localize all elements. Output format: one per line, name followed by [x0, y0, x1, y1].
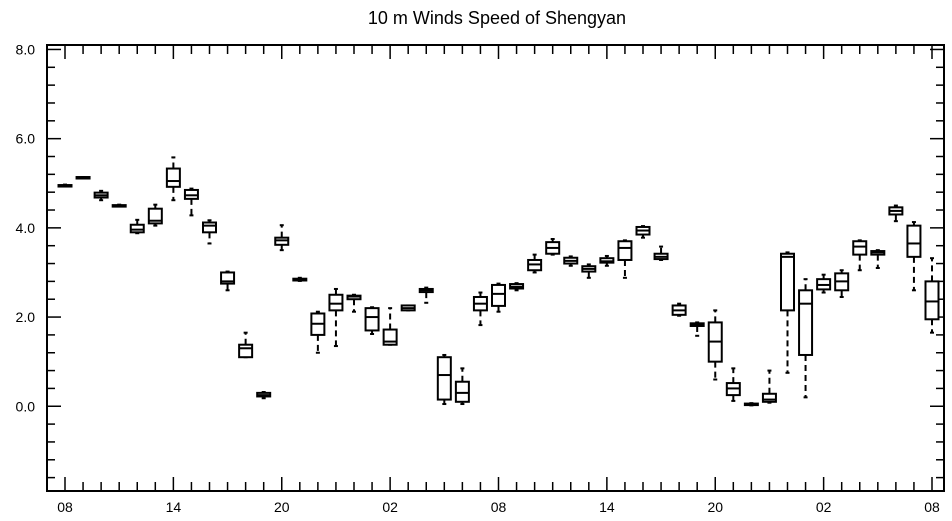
box-16: [346, 293, 362, 313]
iqr-box: [328, 293, 344, 312]
chart-title: 10 m Winds Speed of Shengyan: [368, 8, 626, 28]
x-tick-label: 08: [491, 499, 507, 515]
iqr-box: [924, 280, 940, 321]
box-3: [111, 203, 127, 208]
box-27: [545, 238, 561, 256]
iqr-box: [436, 356, 452, 401]
box-38: [743, 402, 759, 407]
box-25: [509, 282, 525, 292]
box-39: [761, 369, 777, 404]
box-5: [147, 203, 163, 227]
box-44: [852, 239, 868, 272]
box-7: [183, 187, 199, 217]
box-45: [870, 249, 886, 269]
iqr-box: [798, 289, 814, 356]
x-tick-label: 08: [57, 499, 73, 515]
x-tick-label: 14: [166, 499, 182, 515]
box-34: [671, 302, 687, 317]
iqr-box: [147, 207, 163, 225]
box-42: [816, 273, 832, 294]
iqr-box: [165, 167, 181, 188]
box-43: [834, 269, 850, 298]
box-35: [689, 321, 705, 337]
x-tick-label: 20: [274, 499, 290, 515]
iqr-box: [454, 380, 470, 403]
iqr-box: [780, 252, 795, 312]
y-tick-label: 6.0: [16, 131, 36, 147]
iqr-box: [491, 283, 506, 307]
box-47: [906, 221, 922, 292]
box-18: [382, 307, 398, 346]
y-tick-label: 0.0: [16, 398, 36, 414]
iqr-box: [852, 240, 868, 256]
box-37: [725, 367, 741, 402]
iqr-box: [220, 271, 236, 285]
x-tick-label: 14: [599, 499, 615, 515]
box-22: [454, 367, 470, 406]
box-48: [924, 257, 940, 334]
box-32: [635, 225, 651, 239]
box-6: [165, 156, 181, 202]
box-33: [653, 245, 669, 261]
iqr-box: [761, 392, 777, 403]
box-24: [491, 282, 506, 313]
box-17: [364, 306, 380, 336]
box-8: [202, 219, 217, 245]
iqr-box: [617, 240, 633, 261]
plot-frame: [46, 44, 945, 492]
box-29: [581, 263, 597, 279]
box-0: [57, 183, 73, 188]
box-19: [400, 304, 416, 312]
x-tick-label: 02: [382, 499, 398, 515]
iqr-box: [238, 343, 254, 359]
box-30: [599, 254, 615, 267]
box-41: [798, 278, 814, 399]
box-14: [310, 310, 326, 354]
iqr-box: [906, 224, 922, 258]
box-2: [93, 189, 109, 202]
box-36: [707, 309, 723, 381]
x-axis-tick-labels: 08 14 20 02 08 14 20 02 08: [57, 499, 940, 515]
box-4: [129, 218, 145, 235]
x-tick-label: 20: [707, 499, 723, 515]
box-10: [238, 331, 254, 359]
box-26: [527, 253, 543, 274]
box-40: [780, 251, 795, 374]
iqr-box: [202, 221, 217, 234]
box-46: [888, 204, 904, 223]
box-12: [274, 224, 290, 252]
box-20: [418, 286, 434, 304]
y-tick-label: 2.0: [16, 309, 36, 325]
y-tick-label: 4.0: [16, 220, 36, 236]
iqr-box: [364, 307, 380, 332]
box-13: [292, 276, 308, 282]
box-11: [256, 390, 272, 400]
x-tick-label: 08: [924, 499, 940, 515]
y-tick-label: 8.0: [16, 41, 36, 57]
box-31: [617, 239, 633, 279]
box-9: [220, 270, 236, 292]
box-1: [75, 176, 91, 180]
iqr-box: [129, 223, 145, 234]
x-tick-label: 02: [816, 499, 832, 515]
y-axis-tick-labels: 0.0 2.0 4.0 6.0 8.0: [16, 41, 36, 414]
box-21: [436, 353, 452, 406]
box-28: [563, 255, 579, 267]
box-series: [57, 156, 940, 407]
box-23: [472, 291, 488, 327]
axis-ticks: [47, 45, 944, 491]
box-15: [328, 287, 344, 348]
